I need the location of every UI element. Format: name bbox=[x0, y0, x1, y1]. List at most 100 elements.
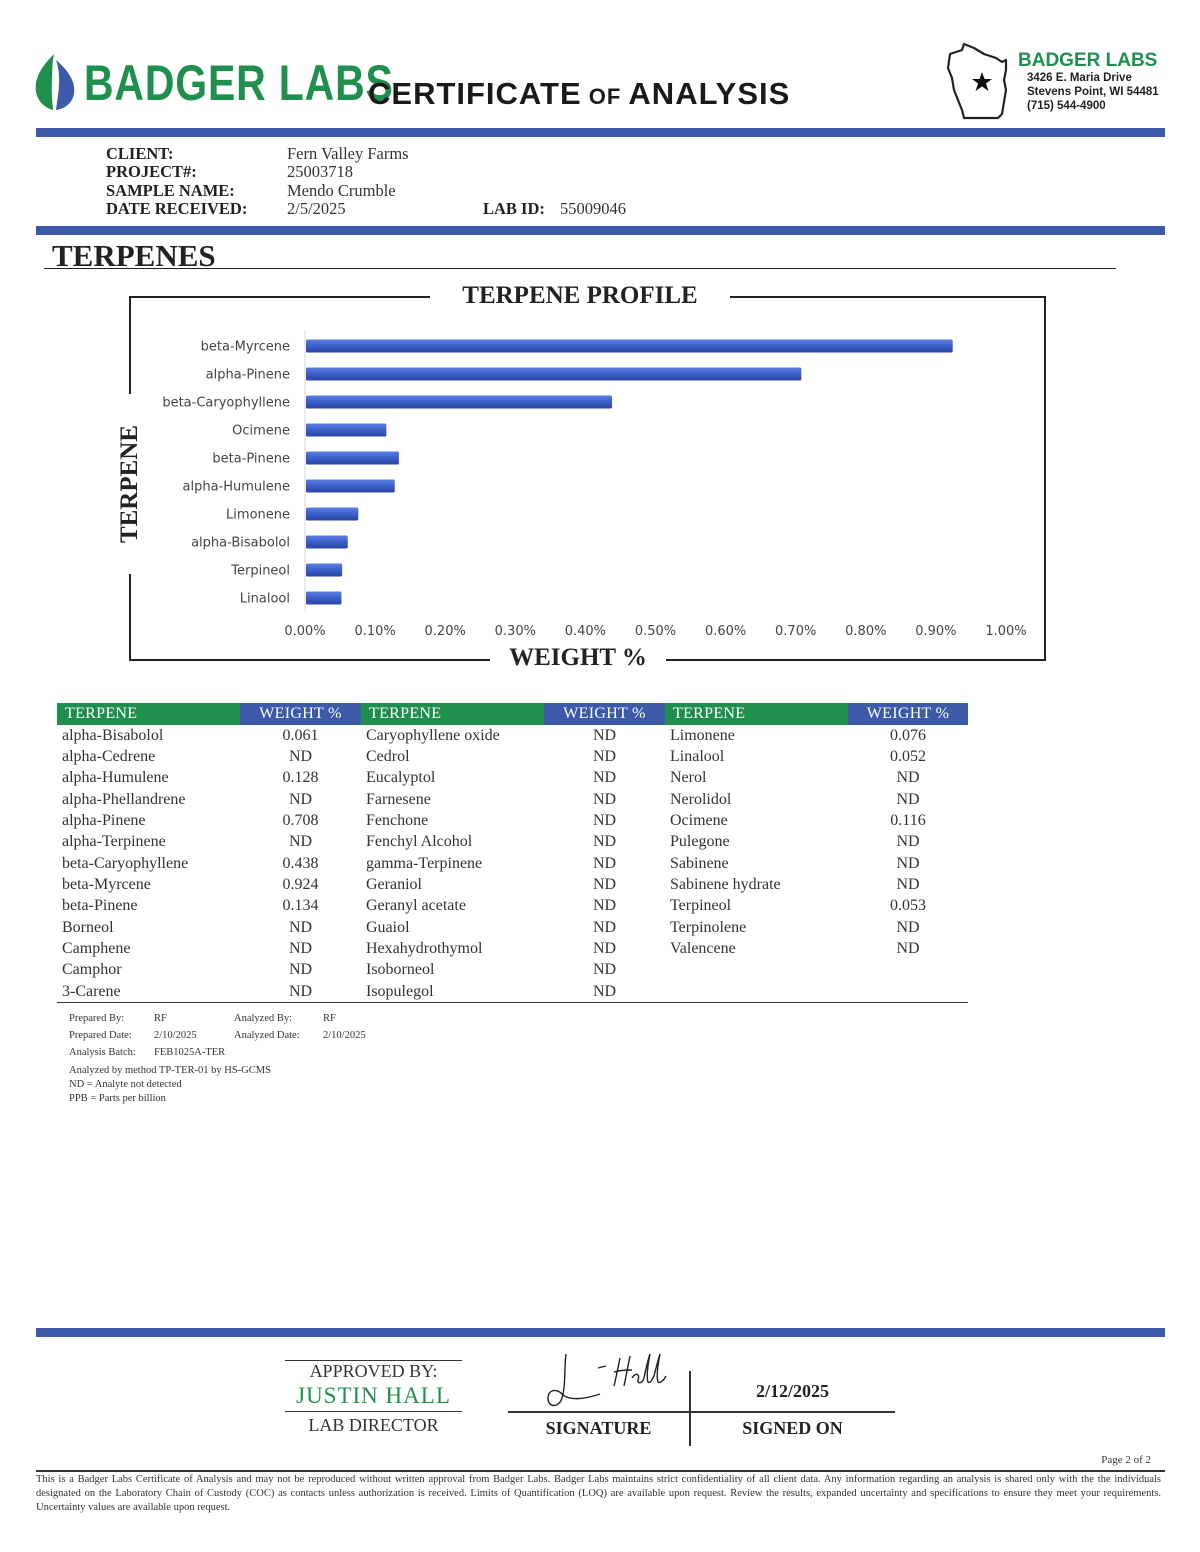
ppb-definition: PPB = Parts per billion bbox=[69, 1093, 166, 1104]
document-title: CERTIFICATE OF ANALYSIS bbox=[368, 76, 790, 112]
disclaimer-text: This is a Badger Labs Certificate of Ana… bbox=[36, 1474, 1161, 1513]
date-received-value: 2/5/2025 bbox=[287, 199, 346, 218]
col-header-weight: WEIGHT % bbox=[544, 703, 665, 725]
address-phone: (715) 544-4900 bbox=[1027, 100, 1106, 112]
chart-x-tick-label: 0.40% bbox=[565, 624, 606, 639]
terpene-weight-cell: ND bbox=[896, 790, 920, 808]
chart-x-tick-label: 0.20% bbox=[425, 624, 466, 639]
approver-name: JUSTIN HALL bbox=[285, 1383, 462, 1412]
lab-id-value: 55009046 bbox=[560, 199, 626, 218]
terpene-name-cell bbox=[665, 960, 848, 981]
terpene-name-cell: alpha-Phellandrene bbox=[62, 790, 186, 808]
signature-divider bbox=[689, 1371, 691, 1446]
table-row: beta-Pinene 0.134 Geranyl acetate ND Terpine… bbox=[57, 896, 968, 917]
terpene-name-cell: alpha-Cedrene bbox=[62, 748, 156, 766]
analysis-batch-label: Analysis Batch: bbox=[69, 1047, 136, 1058]
chart-category-label: Terpineol bbox=[230, 564, 290, 579]
terpene-name-cell: Fenchyl Alcohol bbox=[366, 833, 473, 851]
method-note: Analyzed by method TP-TER-01 by HS-GCMS bbox=[69, 1065, 271, 1076]
address-city: Stevens Point, WI 54481 bbox=[1027, 86, 1159, 98]
table-row: alpha-Bisabolol 0.061 Caryophyllene oxide N… bbox=[57, 725, 968, 746]
terpene-weight-cell: ND bbox=[592, 854, 617, 872]
terpene-weight-cell: 0.053 bbox=[890, 897, 926, 915]
terpene-weight-cell: ND bbox=[896, 918, 920, 936]
chart-category-label: beta-Myrcene bbox=[201, 340, 290, 355]
col-header-terpene: TERPENE bbox=[361, 703, 544, 725]
chart-title: TERPENE PROFILE bbox=[430, 282, 730, 310]
table-row: Camphor ND Isoborneol ND bbox=[57, 960, 968, 981]
table-row: 3-Carene ND Isopulegol ND bbox=[57, 981, 968, 1004]
chart-x-tick-label: 0.90% bbox=[915, 624, 956, 639]
terpene-name-cell: Pulegone bbox=[670, 833, 730, 851]
terpene-name-cell: Valencene bbox=[670, 940, 736, 958]
terpene-weight-cell: ND bbox=[592, 876, 617, 894]
chart-x-tick-label: 0.50% bbox=[635, 624, 676, 639]
terpene-weight-cell: ND bbox=[288, 961, 313, 979]
terpene-weight-cell bbox=[848, 960, 968, 981]
header-divider bbox=[36, 128, 1165, 137]
terpene-name-cell: Isopulegol bbox=[361, 981, 544, 1004]
terpene-name-cell: alpha-Terpinene bbox=[62, 833, 166, 851]
chart-bar-alpha-pinene bbox=[306, 367, 802, 381]
col-header-weight: WEIGHT % bbox=[848, 703, 968, 725]
footer-divider bbox=[36, 1328, 1165, 1337]
terpene-weight-cell: 0.052 bbox=[890, 748, 926, 766]
signature-image bbox=[547, 1353, 667, 1407]
terpene-weight-cell bbox=[848, 981, 968, 1004]
analyzed-date-value: 2/10/2025 bbox=[323, 1030, 366, 1041]
terpene-weight-cell: ND bbox=[288, 748, 313, 766]
terpene-name-cell: Camphene bbox=[62, 940, 131, 958]
chart-x-tick-label: 0.60% bbox=[705, 624, 746, 639]
approved-by-label: APPROVED BY: bbox=[285, 1360, 462, 1382]
date-received-label: DATE RECEIVED: bbox=[106, 199, 248, 218]
chart-x-tick-label: 0.00% bbox=[284, 624, 325, 639]
chart-x-tick-label: 1.00% bbox=[985, 624, 1026, 639]
table-row: alpha-Humulene 0.128 Eucalyptol ND Nerol ND bbox=[57, 768, 968, 789]
chart-x-tick-label: 0.70% bbox=[775, 624, 816, 639]
terpene-name-cell: Cedrol bbox=[366, 748, 410, 766]
terpene-weight-cell: ND bbox=[896, 854, 920, 872]
terpene-name-cell bbox=[665, 981, 848, 1004]
chart-category-label: alpha-Bisabolol bbox=[191, 536, 290, 551]
signature-label: SIGNATURE bbox=[545, 1418, 652, 1438]
chart-y-axis-label: TERPENE bbox=[116, 394, 144, 574]
terpene-name-cell: Linalool bbox=[670, 748, 725, 766]
terpene-name-cell: Limonene bbox=[670, 726, 735, 744]
client-label: CLIENT: bbox=[106, 144, 174, 163]
approver-role: LAB DIRECTOR bbox=[308, 1415, 439, 1435]
title-of: OF bbox=[581, 84, 629, 109]
chart-category-label: Limonene bbox=[226, 508, 290, 523]
terpene-name-cell: Hexahydrothymol bbox=[366, 940, 483, 958]
terpene-weight-cell: 0.924 bbox=[282, 876, 319, 894]
chart-bar-beta-caryophyllene bbox=[306, 395, 613, 409]
chart-x-tick-label: 0.30% bbox=[495, 624, 536, 639]
terpene-weight-cell: ND bbox=[288, 833, 313, 851]
table-row: Camphene ND Hexahydrothymol ND Valencene ND bbox=[57, 938, 968, 959]
nd-definition: ND = Analyte not detected bbox=[69, 1079, 182, 1090]
terpene-name-cell: Ocimene bbox=[670, 812, 728, 830]
terpene-weight-cell: 0.061 bbox=[282, 726, 319, 744]
signature-line bbox=[508, 1411, 895, 1413]
chart-category-label: alpha-Humulene bbox=[183, 480, 291, 495]
section-title: TERPENES bbox=[52, 238, 216, 273]
sample-name-value: Mendo Crumble bbox=[287, 181, 396, 200]
terpene-name-cell: Guaiol bbox=[366, 918, 410, 936]
terpene-weight-cell: ND bbox=[592, 790, 617, 808]
badger-labs-logo-icon bbox=[35, 54, 75, 111]
sample-name-label: SAMPLE NAME: bbox=[106, 181, 235, 200]
terpene-weight-cell: ND bbox=[592, 918, 617, 936]
terpene-weight-cell: 0.438 bbox=[282, 854, 319, 872]
terpene-name-cell: Farnesene bbox=[366, 790, 431, 808]
col-header-weight: WEIGHT % bbox=[240, 703, 361, 725]
analyzed-by-label: Analyzed By: bbox=[234, 1013, 293, 1024]
terpene-name-cell: Geraniol bbox=[366, 876, 422, 894]
client-value: Fern Valley Farms bbox=[287, 144, 409, 163]
terpene-weight-cell: ND bbox=[288, 790, 313, 808]
prepared-by-label: Prepared By: bbox=[69, 1013, 125, 1024]
chart-category-label: beta-Pinene bbox=[212, 452, 290, 467]
project-value: 25003718 bbox=[287, 162, 353, 181]
terpene-weight-cell: 0.134 bbox=[282, 897, 319, 915]
terpene-weight-cell: ND bbox=[592, 961, 617, 979]
address-street: 3426 E. Maria Drive bbox=[1027, 72, 1132, 84]
terpene-name-cell: Eucalyptol bbox=[366, 769, 436, 787]
